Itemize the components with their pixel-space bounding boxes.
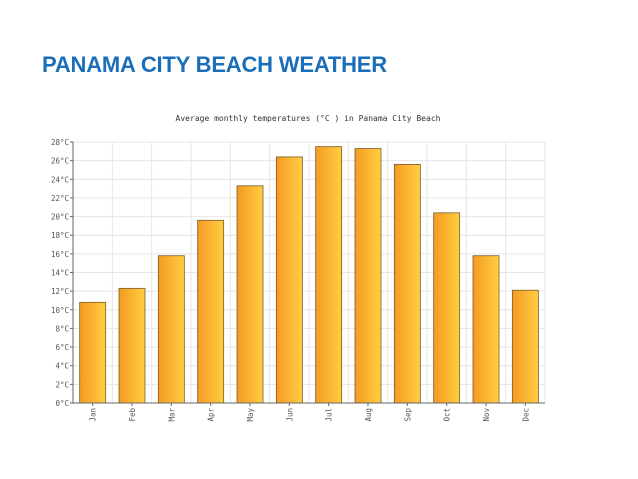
x-axis-ticks: Jan Feb Mar Apr May Jun Jul Aug Sep Oct Nov Dec [89,403,530,422]
x-tick-label: Oct [443,408,452,422]
x-tick-label: Apr [207,408,216,422]
bar-oct [433,212,461,404]
x-tick-label: Nov [482,408,491,422]
y-tick-label: 22°C [51,194,69,203]
chart-title: Average monthly temperatures (°C ) in Pa… [176,114,441,123]
y-tick-label: 14°C [51,269,69,278]
x-tick-label: Jun [285,408,294,422]
x-tick-label: Feb [128,408,137,422]
y-tick-label: 28°C [51,138,69,147]
y-axis-ticks: 0°C 2°C 4°C 6°C 8°C 10°C 12°C 14°C 16°C 18°C 20°C 2… [51,138,73,408]
bar-mar [157,255,185,404]
bar-jan [79,301,107,404]
y-tick-label: 4°C [55,362,69,371]
y-tick-label: 6°C [55,343,69,352]
bar-dec [511,289,539,404]
y-tick-label: 10°C [51,306,69,315]
bar-sep [393,163,421,404]
y-tick-label: 0°C [55,399,69,408]
bar-nov [472,255,500,404]
bar-feb [118,287,146,404]
x-tick-label: Aug [364,408,373,422]
y-tick-label: 18°C [51,231,69,240]
bar-may [236,185,264,404]
x-tick-label: May [246,408,255,422]
y-tick-label: 2°C [55,380,69,389]
bar-jul [315,146,343,404]
chart-bars [79,146,539,404]
y-tick-label: 26°C [51,157,69,166]
bar-apr [197,219,225,404]
y-tick-label: 8°C [55,324,69,333]
x-tick-label: Jan [89,408,98,422]
bar-aug [354,148,382,404]
slide-title: PANAMA CITY BEACH WEATHER [42,52,387,77]
y-tick-label: 16°C [51,250,69,259]
x-tick-label: Sep [403,408,412,422]
x-tick-label: Jul [325,408,334,422]
bar-jun [275,156,303,404]
y-tick-label: 12°C [51,287,69,296]
x-tick-label: Mar [167,408,176,422]
x-tick-label: Dec [521,408,530,422]
y-tick-label: 24°C [51,175,69,184]
chart-grid [72,141,546,404]
y-tick-label: 20°C [51,213,69,222]
